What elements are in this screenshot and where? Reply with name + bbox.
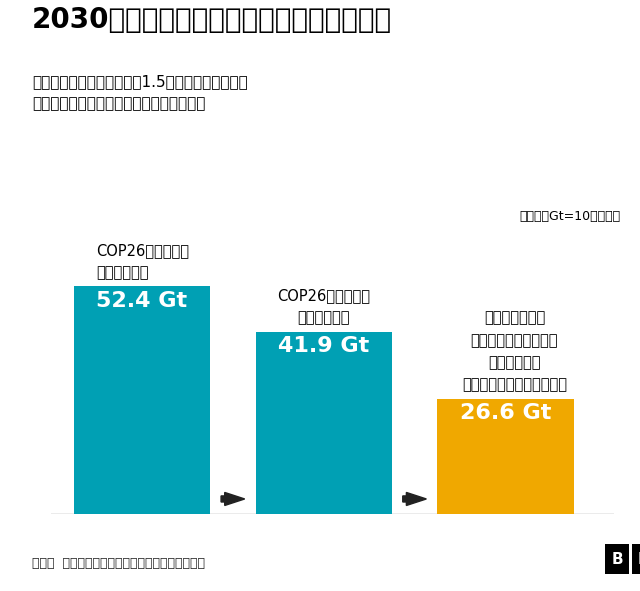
Text: 2030年に予想される温室効果ガスの排出量: 2030年に予想される温室効果ガスの排出量 [32, 6, 392, 34]
Text: 41.9 Gt: 41.9 Gt [278, 336, 369, 356]
Text: COP26での約束を
実現した場合: COP26での約束を 実現した場合 [277, 288, 370, 326]
FancyArrow shape [403, 492, 426, 505]
Text: COP26前の約束を
果たした場合: COP26前の約束を 果たした場合 [97, 243, 189, 280]
Text: （単位：Gt=10億トン）: （単位：Gt=10億トン） [520, 210, 621, 223]
Bar [437, 398, 573, 514]
FancyArrow shape [221, 492, 244, 505]
Text: B: B [638, 551, 640, 567]
Text: 52.4 Gt: 52.4 Gt [97, 291, 188, 311]
Text: 産業革命前比の気温上昇を1.5度以内に抑えるには
温室効果ガスの大幅な排出削減がまだ必要: 産業革命前比の気温上昇を1.5度以内に抑えるには 温室効果ガスの大幅な排出削減が… [32, 74, 248, 111]
Text: B: B [611, 551, 623, 567]
Bar [255, 332, 392, 514]
Text: 26.6 Gt: 26.6 Gt [460, 403, 551, 423]
Bar [74, 287, 210, 514]
Text: 出典：  英シンクタンク「エネルギー移行委員会」: 出典： 英シンクタンク「エネルギー移行委員会」 [32, 557, 205, 570]
Text: 気候変動による
壊滅的被害を防ぐには
この水準まで
減っていなくてはならない: 気候変動による 壊滅的被害を防ぐには この水準まで 減っていなくてはならない [462, 310, 567, 392]
